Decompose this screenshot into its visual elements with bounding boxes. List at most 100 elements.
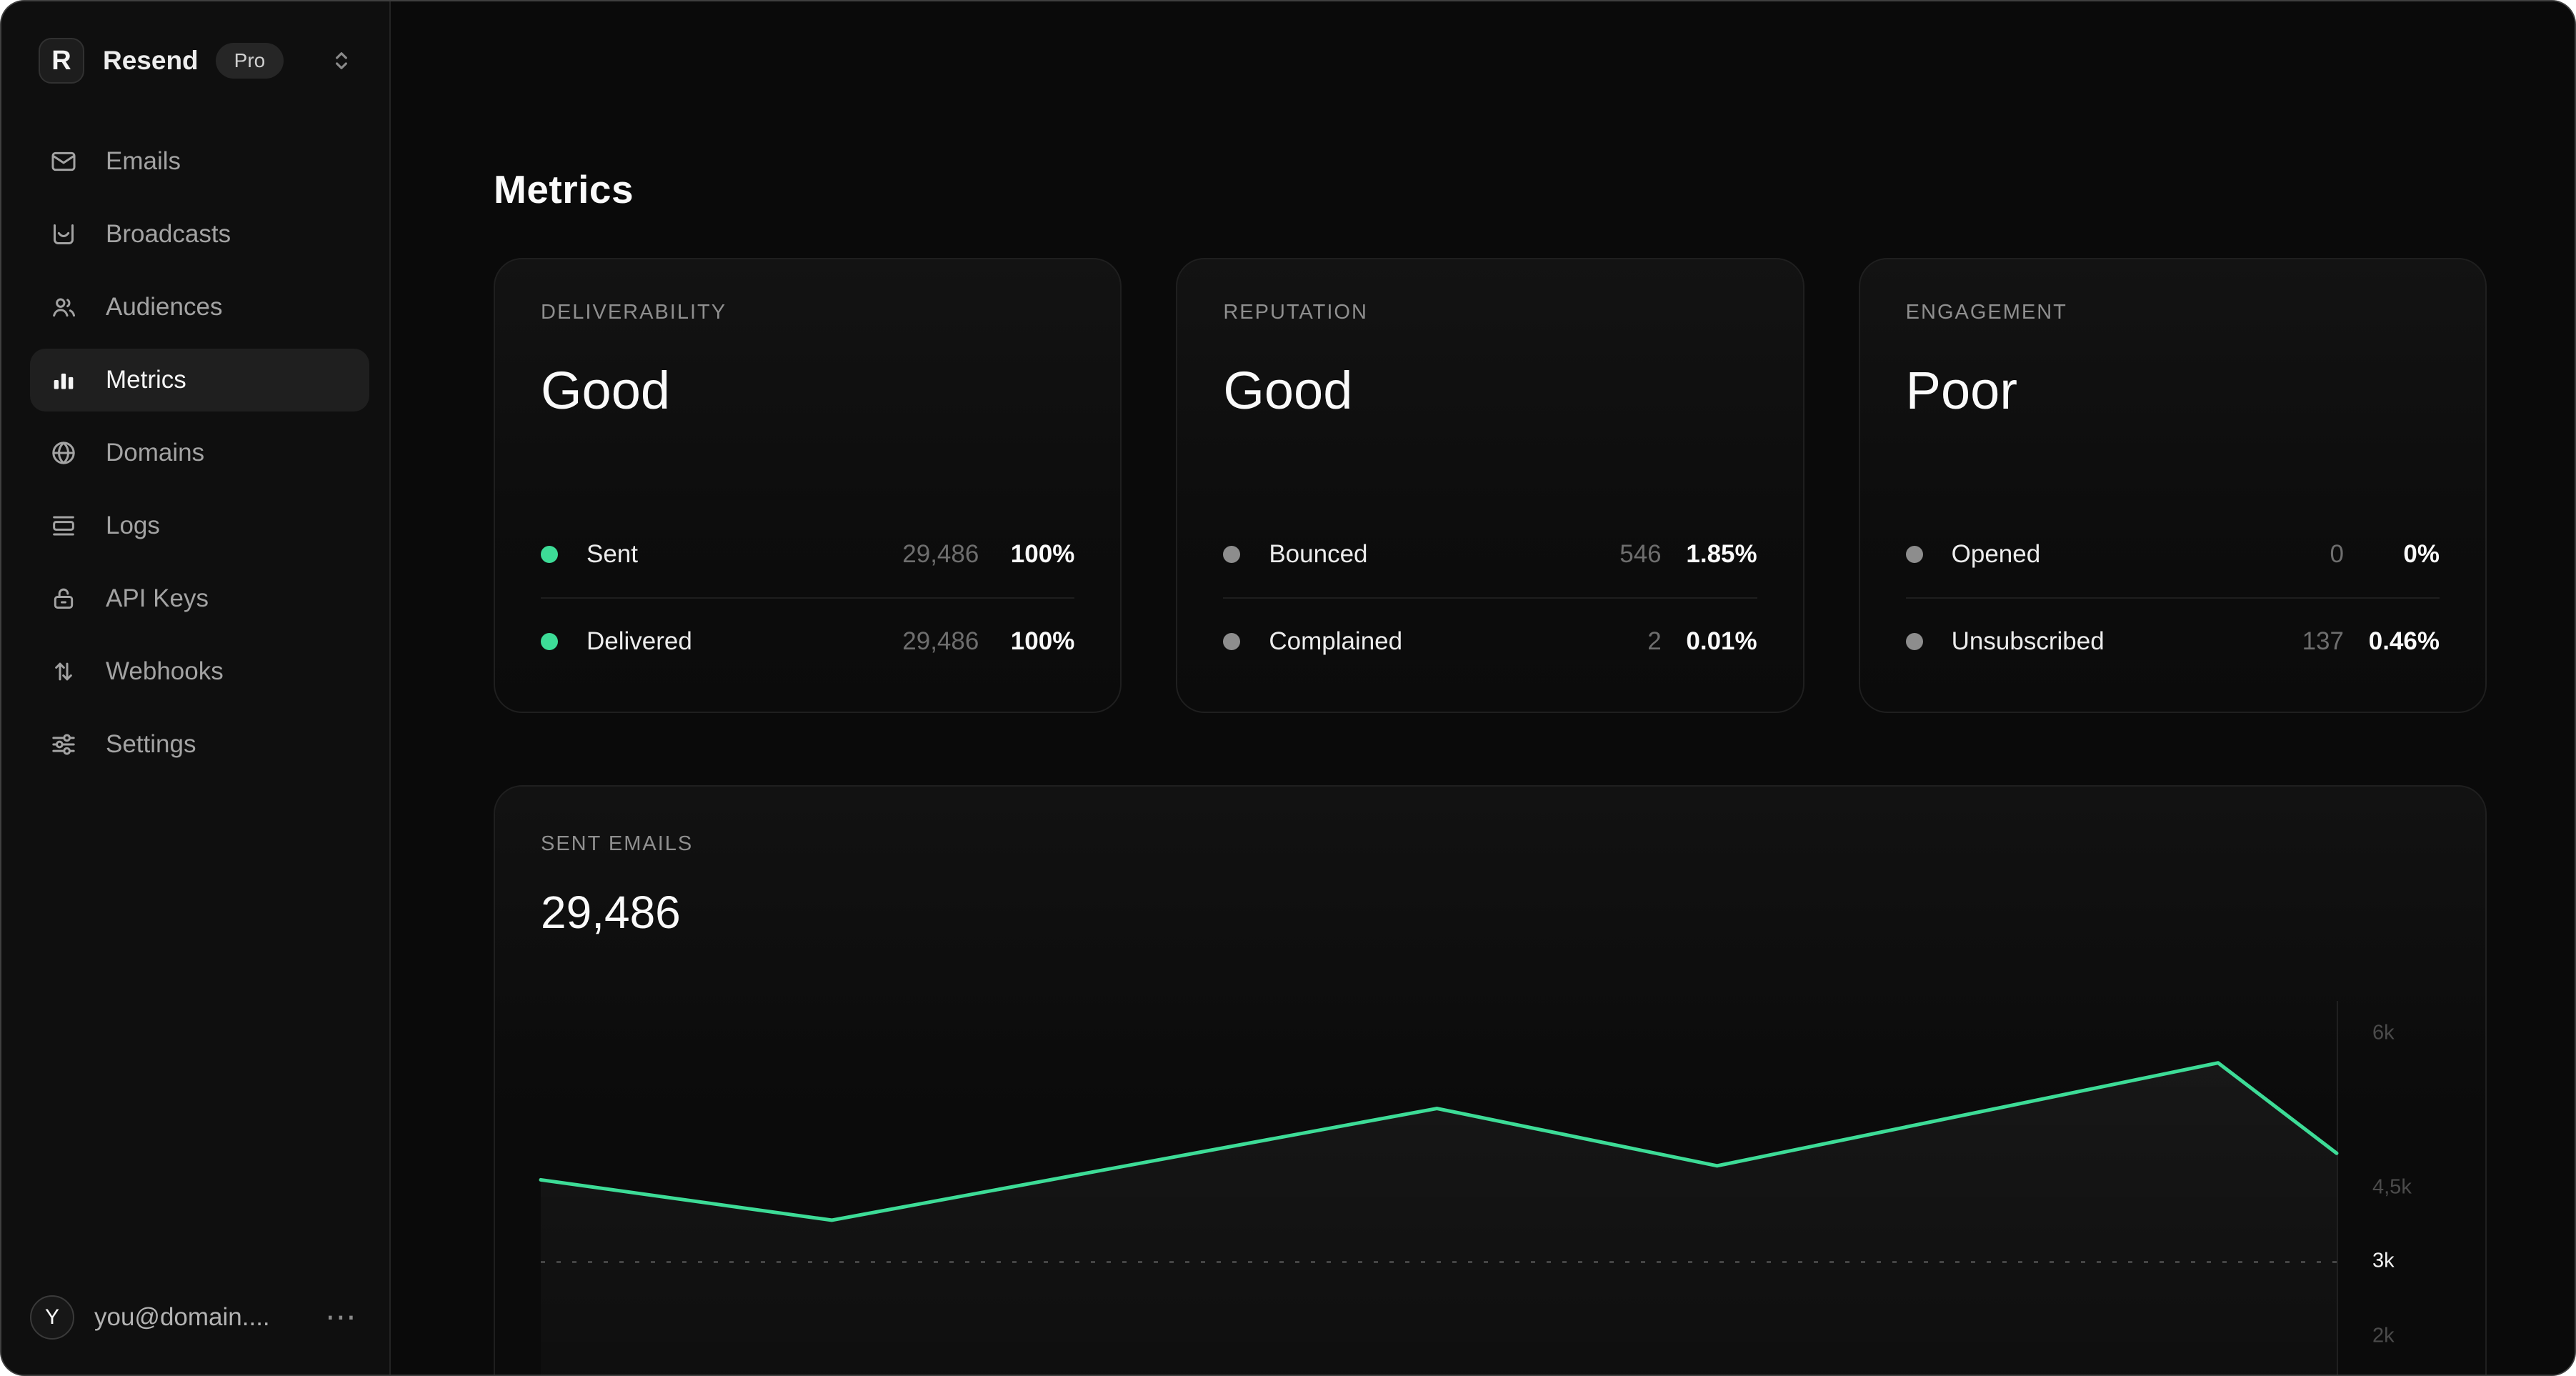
sidebar-item-settings[interactable]: Settings — [30, 713, 369, 776]
card-stats: Sent 29,486 100% Delivered 29,486 100% — [541, 526, 1075, 670]
sent-emails-total: 29,486 — [541, 887, 681, 938]
divider — [1223, 597, 1757, 599]
card-label: REPUTATION — [1223, 301, 1368, 324]
stat-value: 546 — [1619, 540, 1662, 568]
engagement-card: ENGAGEMENT Poor Opened 0 0% Unsubscribed… — [1858, 258, 2487, 713]
sidebar-item-label: Metrics — [106, 366, 186, 394]
stat-value: 2 — [1647, 627, 1662, 655]
sidebar-nav: Emails Broadcasts — [30, 130, 369, 786]
stat-label: Complained — [1269, 627, 1403, 655]
sidebar: R Resend Pro Emails — [1, 1, 391, 1375]
sidebar-item-emails[interactable]: Emails — [30, 130, 369, 193]
stat-row-sent: Sent 29,486 100% — [541, 526, 1074, 583]
sidebar-item-label: Logs — [106, 512, 160, 539]
users-icon — [49, 292, 79, 322]
globe-icon — [49, 438, 79, 468]
plan-badge: Pro — [215, 43, 284, 79]
sidebar-item-webhooks[interactable]: Webhooks — [30, 640, 369, 703]
card-stats: Opened 0 0% Unsubscribed 137 0.46% — [1905, 526, 2440, 670]
sidebar-item-label: API Keys — [106, 584, 209, 612]
stat-value: 0 — [2330, 540, 2344, 568]
sidebar-item-broadcasts[interactable]: Broadcasts — [30, 203, 369, 266]
page-title: Metrics — [494, 166, 634, 211]
sidebar-item-label: Audiences — [106, 293, 223, 321]
stat-label: Opened — [1951, 540, 2041, 568]
sidebar-item-metrics[interactable]: Metrics — [30, 349, 369, 412]
sidebar-item-api-keys[interactable]: API Keys — [30, 567, 369, 630]
chart-plot — [541, 1001, 2338, 1375]
sent-emails-label: SENT EMAILS — [541, 832, 694, 855]
logo-letter: R — [51, 45, 71, 76]
green-dot-icon — [541, 633, 558, 650]
stat-value: 29,486 — [902, 540, 979, 568]
y-axis-tick: 4,5k — [2372, 1175, 2412, 1198]
stat-percent: 0.01% — [1686, 627, 1757, 655]
sent-line — [541, 1063, 2337, 1220]
arrows-up-down-icon — [49, 657, 79, 687]
inbox-icon — [49, 219, 79, 249]
sent-emails-chart: 6k 4,5k 3k 2k — [541, 1001, 2440, 1375]
reputation-card: REPUTATION Good Bounced 546 1.85% Compla… — [1176, 258, 1804, 713]
stat-label: Unsubscribed — [1951, 627, 2105, 655]
sidebar-item-label: Domains — [106, 439, 205, 467]
stat-percent: 100% — [1010, 627, 1075, 655]
bar-chart-icon — [49, 365, 79, 395]
stat-value: 137 — [2302, 627, 2344, 655]
sidebar-item-logs[interactable]: Logs — [30, 494, 369, 557]
stat-row-delivered: Delivered 29,486 100% — [541, 613, 1074, 670]
gray-dot-icon — [1905, 546, 1923, 563]
stat-label: Bounced — [1269, 540, 1368, 568]
y-axis-tick: 2k — [2372, 1324, 2395, 1347]
stat-value: 29,486 — [902, 627, 979, 655]
gray-dot-icon — [1223, 633, 1241, 650]
sent-emails-card: SENT EMAILS 29,486 — [494, 785, 2487, 1375]
sidebar-item-label: Webhooks — [106, 657, 224, 685]
stat-percent: 0% — [2403, 540, 2440, 568]
area-fill — [541, 1062, 2337, 1375]
stat-percent: 0.46% — [2368, 627, 2440, 655]
card-stats: Bounced 546 1.85% Complained 2 0.01% — [1223, 526, 1757, 670]
card-status: Good — [1223, 361, 1353, 420]
divider — [1905, 597, 2440, 599]
avatar-initial: Y — [44, 1305, 59, 1329]
sidebar-item-label: Broadcasts — [106, 220, 231, 248]
stat-percent: 100% — [1010, 540, 1075, 568]
stat-percent: 1.85% — [1686, 540, 1757, 568]
logs-icon — [49, 511, 79, 541]
sliders-icon — [49, 729, 79, 759]
lock-icon — [49, 584, 79, 614]
card-status: Good — [541, 361, 671, 420]
envelope-icon — [49, 146, 79, 176]
sidebar-item-label: Settings — [106, 730, 196, 758]
stat-row-bounced: Bounced 546 1.85% — [1223, 526, 1757, 583]
avatar: Y — [30, 1295, 74, 1340]
main-content: Metrics DELIVERABILITY Good Sent 29,486 … — [392, 1, 2575, 1375]
sidebar-item-domains[interactable]: Domains — [30, 422, 369, 484]
stat-row-opened: Opened 0 0% — [1905, 526, 2440, 583]
metric-cards-row: DELIVERABILITY Good Sent 29,486 100% Del… — [494, 258, 2487, 713]
sent-chart-svg — [541, 1001, 2337, 1375]
chevron-up-down-icon[interactable] — [328, 47, 355, 74]
deliverability-card: DELIVERABILITY Good Sent 29,486 100% Del… — [494, 258, 1122, 713]
user-account-row[interactable]: Y you@domain.... ⋯ — [30, 1286, 361, 1349]
gray-dot-icon — [1223, 546, 1241, 563]
sidebar-item-label: Emails — [106, 147, 181, 175]
stat-row-complained: Complained 2 0.01% — [1223, 613, 1757, 670]
card-status: Poor — [1905, 361, 2017, 420]
stat-label: Sent — [586, 540, 638, 568]
y-axis-tick: 3k — [2372, 1249, 2395, 1272]
divider — [541, 597, 1075, 599]
y-axis-tick: 6k — [2372, 1021, 2395, 1045]
y-axis-labels: 6k 4,5k 3k 2k — [2355, 1001, 2440, 1375]
workspace-switcher[interactable]: R Resend Pro — [39, 34, 355, 87]
dashed-threshold-line — [541, 1261, 2337, 1264]
resend-logo: R — [39, 38, 84, 84]
stat-label: Delivered — [586, 627, 692, 655]
brand-name: Resend — [103, 46, 199, 75]
sidebar-item-audiences[interactable]: Audiences — [30, 276, 369, 339]
card-label: ENGAGEMENT — [1905, 301, 2067, 324]
stat-row-unsubscribed: Unsubscribed 137 0.46% — [1905, 613, 2440, 670]
gray-dot-icon — [1905, 633, 1923, 650]
user-email: you@domain.... — [94, 1303, 270, 1331]
